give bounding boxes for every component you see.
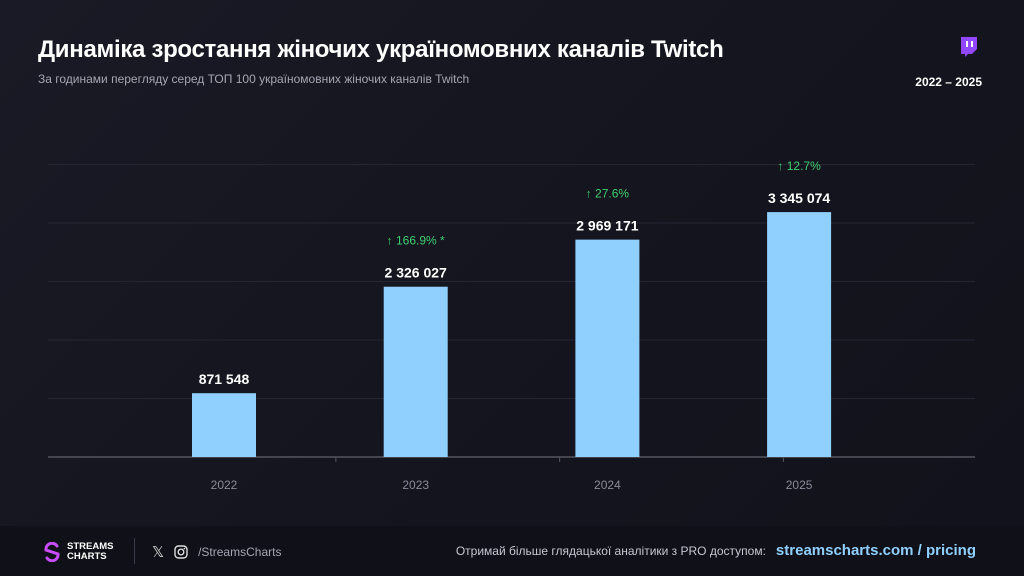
date-range: 2022 – 2025 [915,75,982,89]
twitch-icon [961,37,977,57]
x-tick-label-2023: 2023 [402,478,429,492]
bar-chart: 871 548 2022 2 326 027 ↑ 166.9% * 2023 2 969 … [48,159,975,492]
social-links: 𝕏 /StreamsCharts [152,543,281,561]
promo: Отримай більше глядацької аналітики з PR… [456,542,976,559]
streamscharts-logo[interactable]: STREAMS CHARTS [42,542,113,562]
footer: STREAMS CHARTS 𝕏 /StreamsCharts Отримай б… [0,526,1024,576]
pricing-link[interactable]: streamscharts.com / pricing [775,542,976,559]
value-label-2023: 2 326 027 [385,265,447,281]
x-tick-label-2022: 2022 [211,478,238,492]
bar-2024 [575,239,640,457]
x-tick-label-2024: 2024 [594,478,621,492]
bar-2025 [767,212,832,457]
value-label-2024: 2 969 171 [576,218,638,234]
growth-label-2024: ↑ 27.6% [586,187,630,201]
divider [134,538,135,564]
page-title: Динаміка зростання жіночих україномовних… [38,36,724,63]
x-icon[interactable]: 𝕏 [152,544,165,561]
page-subtitle: За годинами перегляду серед ТОП 100 укра… [38,72,470,86]
growth-label-2025: ↑ 12.7% [777,159,821,173]
bar-2023 [383,286,448,457]
logo-line1: STREAMS [67,541,114,552]
logo-line2: CHARTS [67,551,107,562]
promo-text: Отримай більше глядацької аналітики з PR… [455,544,766,558]
streamscharts-logo-icon [44,542,60,562]
social-handle[interactable]: /StreamsCharts [198,545,282,559]
x-tick-label-2025: 2025 [786,478,813,492]
value-label-2025: 3 345 074 [768,190,830,206]
bar-2022 [192,393,256,457]
instagram-icon[interactable] [174,545,188,559]
value-label-2022: 871 548 [199,371,250,387]
growth-label-2023: ↑ 166.9% * [387,234,445,248]
